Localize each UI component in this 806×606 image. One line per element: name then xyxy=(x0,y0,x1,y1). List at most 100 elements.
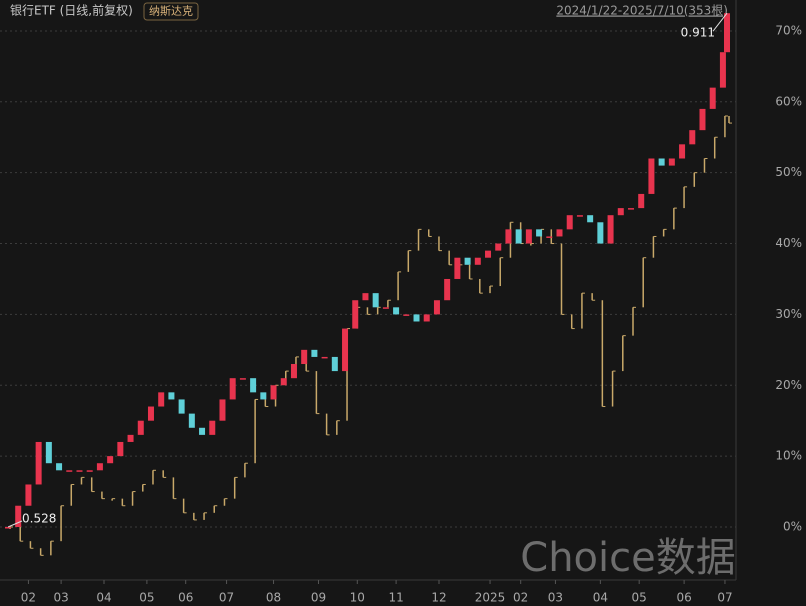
candle xyxy=(321,356,328,359)
candle xyxy=(679,144,686,159)
candle xyxy=(668,158,675,166)
candle xyxy=(178,399,185,414)
candle xyxy=(597,222,604,244)
candle xyxy=(15,505,22,527)
candle xyxy=(464,257,471,265)
candle xyxy=(107,456,114,464)
y-tick-label: 60% xyxy=(775,94,802,108)
candle xyxy=(127,434,134,442)
candle xyxy=(433,300,440,315)
candle xyxy=(617,208,624,216)
candle xyxy=(689,130,696,145)
candle xyxy=(66,470,73,472)
candle xyxy=(239,378,246,380)
x-tick-label: 10 xyxy=(350,591,365,605)
candle xyxy=(403,314,410,316)
candle xyxy=(342,328,349,372)
legend-label: 银行ETF (日线,前复权) xyxy=(10,3,133,18)
candle xyxy=(515,229,522,244)
candle xyxy=(158,392,165,407)
candle xyxy=(393,307,400,315)
candle xyxy=(209,420,216,435)
candle xyxy=(699,108,706,131)
x-tick-label: 09 xyxy=(311,591,326,605)
x-tick-label: 07 xyxy=(717,591,732,605)
candle xyxy=(352,300,359,329)
x-tick-label: 05 xyxy=(632,591,647,605)
candle xyxy=(35,441,42,485)
y-tick-label: 10% xyxy=(775,449,802,463)
candle xyxy=(638,193,645,209)
candle xyxy=(5,526,11,529)
candle xyxy=(331,356,338,372)
candle xyxy=(474,257,481,265)
candle xyxy=(86,470,93,472)
annotation-arrow xyxy=(7,520,23,528)
candle xyxy=(290,364,297,379)
candle xyxy=(495,243,502,251)
candle xyxy=(505,229,512,244)
watermark: Choice数据 xyxy=(520,535,735,581)
candle xyxy=(587,215,594,223)
candle xyxy=(566,215,573,230)
y-tick-label: 30% xyxy=(775,307,802,321)
candle xyxy=(219,399,226,421)
x-tick-label: 06 xyxy=(676,591,691,605)
candle xyxy=(709,87,716,109)
candle xyxy=(229,378,236,400)
x-tick-label: 04 xyxy=(96,591,111,605)
candle xyxy=(525,229,532,244)
x-tick-label: 2025 xyxy=(475,591,506,605)
candle xyxy=(280,378,287,386)
subtitle: 2024/1/22-2025/7/10(353根) xyxy=(556,4,728,18)
x-tick-label: 07 xyxy=(219,591,234,605)
candle xyxy=(536,229,543,237)
candle xyxy=(719,52,726,88)
x-tick-label: 02 xyxy=(21,591,36,605)
candle xyxy=(444,278,451,301)
candle xyxy=(117,441,124,457)
candle xyxy=(199,427,206,435)
x-tick-label: 08 xyxy=(266,591,281,605)
annotation: 0.911 xyxy=(681,26,715,40)
candle xyxy=(724,13,730,53)
candle xyxy=(168,392,175,400)
candle xyxy=(76,470,83,472)
candle xyxy=(546,236,553,238)
candle xyxy=(627,208,634,210)
candle xyxy=(96,463,103,471)
x-tick-label: 06 xyxy=(178,591,193,605)
candle xyxy=(648,158,655,194)
candle xyxy=(454,257,461,279)
candle xyxy=(485,250,492,258)
x-tick-label: 03 xyxy=(53,591,68,605)
candle xyxy=(423,314,430,322)
candle xyxy=(45,441,52,464)
candle xyxy=(362,293,369,301)
x-tick-label: 12 xyxy=(431,591,446,605)
candle xyxy=(382,307,389,309)
candle xyxy=(56,463,63,471)
candle xyxy=(658,158,665,166)
candle xyxy=(372,293,379,308)
legend-label: 纳斯达克 xyxy=(149,5,193,18)
y-tick-label: 20% xyxy=(775,378,802,392)
candle xyxy=(301,349,308,365)
candle xyxy=(413,314,420,322)
annotation-arrow xyxy=(712,12,728,32)
candle xyxy=(147,406,154,421)
y-tick-label: 70% xyxy=(775,23,802,37)
candle xyxy=(25,484,32,506)
x-tick-label: 04 xyxy=(593,591,608,605)
candle xyxy=(137,420,144,435)
candle xyxy=(188,413,195,428)
x-tick-label: 03 xyxy=(548,591,563,605)
y-tick-label: 50% xyxy=(775,165,802,179)
candle xyxy=(250,378,257,393)
x-tick-label: 05 xyxy=(139,591,154,605)
candle xyxy=(311,349,318,357)
x-tick-label: 02 xyxy=(513,591,528,605)
annotation: 0.528 xyxy=(22,511,56,525)
